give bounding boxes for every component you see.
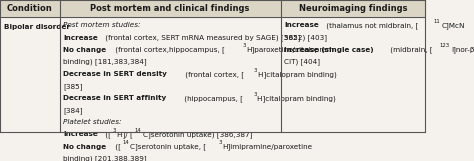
Bar (0, 0, 425, 17)
Text: Increase: Increase (284, 22, 319, 28)
Text: binding) [181,383,384]: binding) [181,383,384] (63, 59, 146, 66)
Text: H]/ [: H]/ [ (117, 131, 132, 138)
Text: 11: 11 (434, 19, 440, 24)
Text: Post mortem and clinical findings: Post mortem and clinical findings (91, 4, 250, 13)
Text: 14: 14 (135, 128, 142, 133)
Text: 3: 3 (253, 92, 256, 97)
Text: Platelet studies:: Platelet studies: (63, 119, 121, 125)
Text: ([: ([ (113, 144, 121, 150)
Text: 3: 3 (218, 140, 222, 145)
Text: H]paroxetine/citalopram: H]paroxetine/citalopram (246, 47, 334, 53)
Text: Post mortem studies:: Post mortem studies: (63, 22, 140, 28)
Text: (midbrain, [: (midbrain, [ (388, 47, 432, 53)
Text: Condition: Condition (7, 4, 53, 13)
Text: Increase: Increase (63, 131, 98, 137)
Text: (hippocampus, [: (hippocampus, [ (182, 95, 244, 102)
Text: 14: 14 (122, 140, 129, 145)
Text: H]citalopram binding): H]citalopram binding) (257, 95, 336, 102)
Text: I]nor-β-: I]nor-β- (451, 47, 474, 53)
Text: (frontal cortex, SERT mRNA measured by SAGE) [382]: (frontal cortex, SERT mRNA measured by S… (103, 34, 301, 41)
Text: H]citalopram binding): H]citalopram binding) (258, 71, 337, 78)
Text: Increase (single case): Increase (single case) (284, 47, 374, 53)
Text: C]McN: C]McN (441, 22, 465, 29)
Text: No change: No change (63, 47, 106, 53)
Text: C]serotonin uptake) [386,387]: C]serotonin uptake) [386,387] (143, 131, 252, 138)
Text: H]imipramine/paroxetine: H]imipramine/paroxetine (222, 144, 312, 150)
Text: Bipolar disorder: Bipolar disorder (4, 24, 70, 30)
Text: [384]: [384] (63, 107, 82, 114)
Text: 3: 3 (242, 43, 246, 48)
Text: 123: 123 (439, 43, 450, 48)
Bar (0, 17, 425, 132)
Text: Decrease in SERT density: Decrease in SERT density (63, 71, 167, 77)
Text: Neuroimaging findings: Neuroimaging findings (299, 4, 407, 13)
Text: No change: No change (63, 144, 106, 150)
Text: Increase: Increase (63, 34, 98, 41)
Text: Decrease in SERT affinity: Decrease in SERT affinity (63, 95, 166, 101)
Text: (frontal cortex,hippocampus, [: (frontal cortex,hippocampus, [ (113, 47, 225, 53)
Text: ([: ([ (103, 131, 111, 138)
Text: [385]: [385] (63, 83, 82, 90)
Text: C]serotonin uptake, [: C]serotonin uptake, [ (130, 144, 206, 150)
Text: (frontal cortex, [: (frontal cortex, [ (183, 71, 244, 78)
Text: 5652) [403]: 5652) [403] (284, 34, 327, 41)
Text: 3: 3 (254, 68, 257, 73)
Text: binding) [201,388,389]: binding) [201,388,389] (63, 156, 146, 161)
Text: CIT) [404]: CIT) [404] (284, 59, 320, 66)
Text: 3: 3 (112, 128, 116, 133)
Text: (thalamus not midbrain, [: (thalamus not midbrain, [ (324, 22, 419, 29)
